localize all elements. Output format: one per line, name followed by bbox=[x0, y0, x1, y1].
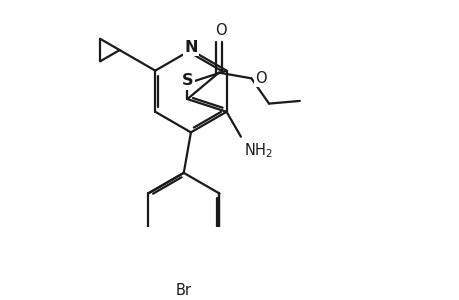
Text: Br: Br bbox=[175, 283, 191, 298]
Text: N: N bbox=[184, 40, 197, 55]
Text: O: O bbox=[254, 71, 266, 86]
Text: NH$_2$: NH$_2$ bbox=[244, 142, 273, 160]
Text: S: S bbox=[181, 73, 193, 88]
Text: O: O bbox=[215, 23, 226, 38]
